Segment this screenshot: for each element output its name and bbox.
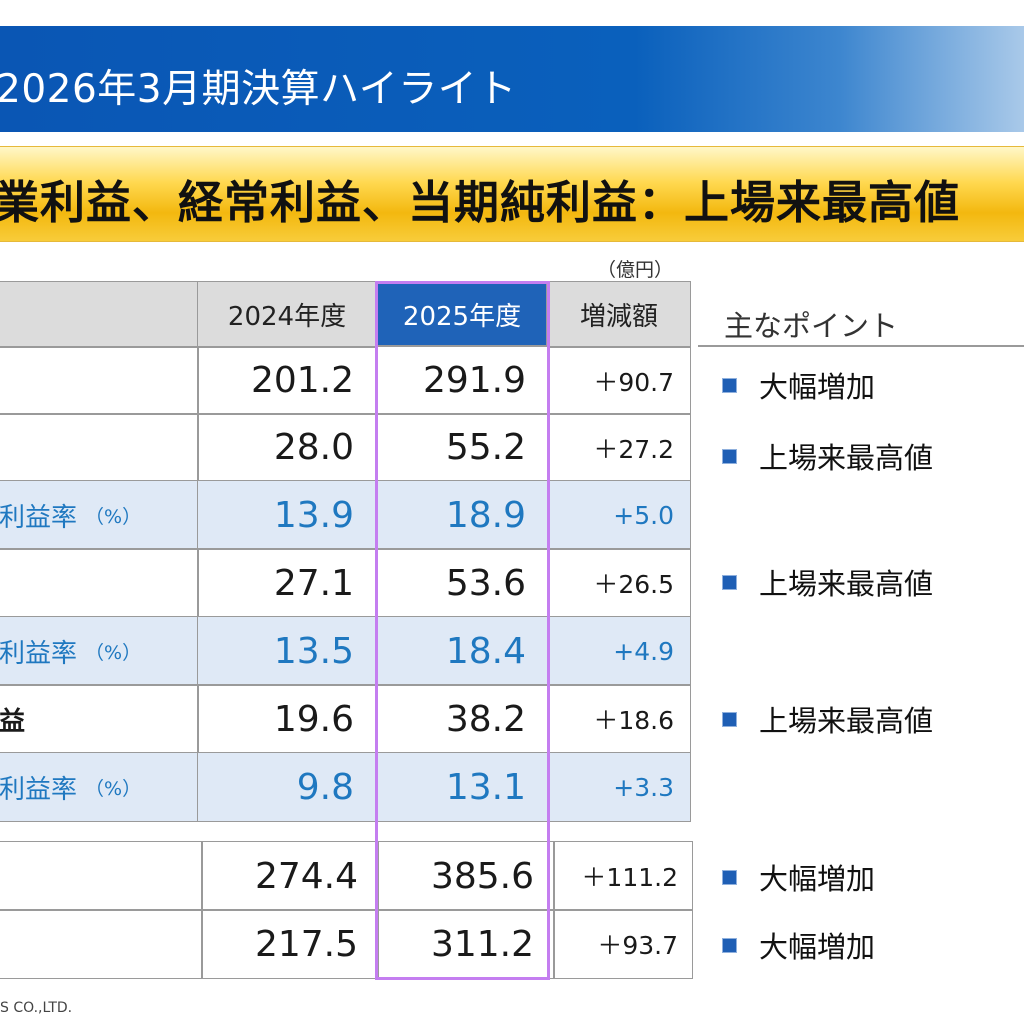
key-point: 大幅増加 (722, 856, 875, 898)
copyright-footer: S CO.,LTD. (0, 1000, 73, 1016)
header-label-cell (0, 281, 199, 348)
header-diff: 増減額 (547, 281, 691, 348)
headline-banner: 業利益、経常利益、当期純利益：上場来最高値 (0, 146, 1024, 242)
cell-2024: 201.2 (197, 346, 377, 415)
title-bar (0, 26, 1024, 132)
key-point: 大幅増加 (722, 924, 875, 966)
cell-2024: 274.4 (201, 841, 379, 911)
cell-2025: 53.6 (375, 548, 549, 618)
row-label (0, 346, 199, 415)
cell-diff: ＋111.2 (553, 841, 693, 911)
row-label (0, 413, 199, 482)
key-point: 上場来最高値 (722, 561, 933, 603)
row-label (0, 841, 203, 911)
cell-2025: 38.2 (375, 684, 549, 754)
row-label: 益 (0, 684, 199, 754)
cell-2024: 9.8 (197, 752, 377, 822)
row-label-ratio: 利益率 （%） (0, 752, 199, 822)
key-point: 上場来最高値 (722, 435, 933, 477)
cell-2025: 311.2 (377, 909, 555, 979)
square-bullet-icon (722, 574, 737, 590)
key-point: 上場来最高値 (722, 698, 933, 740)
row-label-ratio: 利益率 （%） (0, 480, 199, 550)
cell-diff: +3.3 (547, 752, 691, 822)
cell-diff: +4.9 (547, 616, 691, 686)
cell-2025: 55.2 (375, 413, 549, 482)
cell-2025: 18.4 (375, 616, 549, 686)
square-bullet-icon (722, 377, 737, 393)
page-title: 2026年3月期決算ハイライト (0, 67, 517, 112)
square-bullet-icon (722, 937, 737, 953)
cell-2024: 217.5 (201, 909, 379, 979)
cell-diff: ＋26.5 (547, 548, 691, 618)
cell-diff: ＋18.6 (547, 684, 691, 754)
key-points-divider (698, 345, 1024, 347)
row-label (0, 548, 199, 618)
cell-2024: 28.0 (197, 413, 377, 482)
square-bullet-icon (722, 869, 737, 885)
key-points-header: 主なポイント (724, 309, 899, 343)
header-2025: 2025年度 (377, 283, 547, 346)
cell-2025: 291.9 (375, 346, 549, 415)
cell-diff: ＋27.2 (547, 413, 691, 482)
cell-diff: ＋90.7 (547, 346, 691, 415)
square-bullet-icon (722, 448, 737, 464)
cell-diff: +5.0 (547, 480, 691, 550)
square-bullet-icon (722, 711, 737, 727)
row-label-ratio: 利益率 （%） (0, 616, 199, 686)
header-2024: 2024年度 (197, 281, 377, 348)
headline-text: 業利益、経常利益、当期純利益：上場来最高値 (0, 176, 961, 229)
cell-2025: 18.9 (375, 480, 549, 550)
cell-diff: ＋93.7 (553, 909, 693, 979)
cell-2024: 19.6 (197, 684, 377, 754)
cell-2024: 27.1 (197, 548, 377, 618)
unit-label: （億円） (597, 259, 674, 281)
row-label (0, 909, 203, 979)
cell-2024: 13.9 (197, 480, 377, 550)
cell-2025: 13.1 (375, 752, 549, 822)
key-point: 大幅増加 (722, 364, 875, 406)
cell-2025: 385.6 (377, 841, 555, 911)
cell-2024: 13.5 (197, 616, 377, 686)
